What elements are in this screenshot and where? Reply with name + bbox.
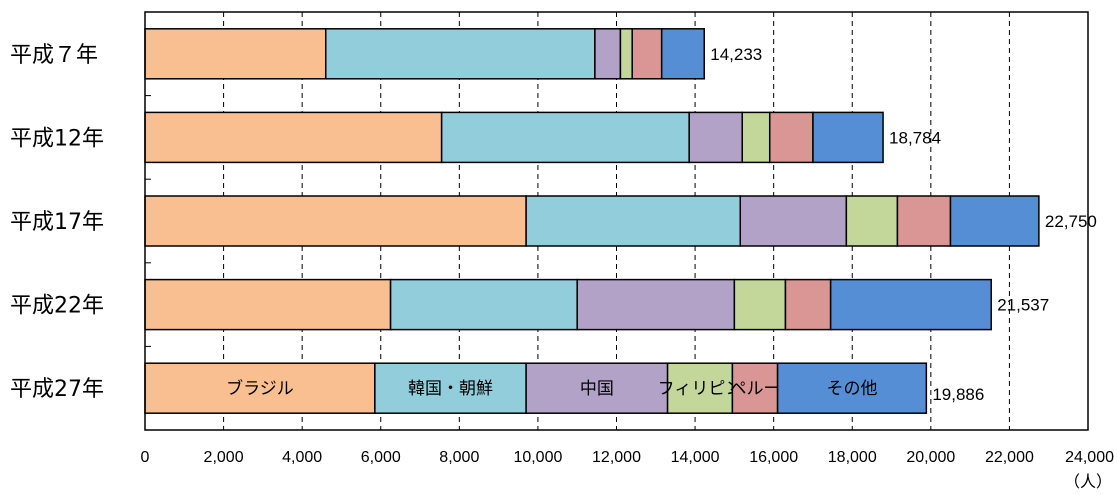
bar-segment — [374, 362, 527, 414]
x-tick-label: 2,000 — [204, 449, 244, 466]
x-axis-unit-label: （人） — [1064, 472, 1112, 491]
bar-segment — [144, 28, 327, 80]
category-label: 平成27年 — [10, 377, 104, 402]
x-tick-label: 24,000 — [1065, 449, 1114, 466]
category-label: 平成17年 — [10, 210, 104, 235]
bar-segment — [845, 195, 899, 247]
bar-segment — [741, 111, 771, 164]
x-tick-label: 8,000 — [439, 449, 479, 466]
x-tick-label: 22,000 — [985, 449, 1034, 466]
bar-segment — [776, 362, 928, 414]
segment-label: その他 — [826, 379, 877, 399]
x-tick-label: 16,000 — [749, 449, 798, 466]
x-tick-labels: 0 2,000 4,000 6,000 8,000 10,000 12,000 14,000 1… — [141, 449, 1115, 466]
segment-label: ブラジル — [226, 378, 294, 399]
bar-segment — [619, 28, 633, 80]
category-label: 平成12年 — [10, 126, 104, 151]
bar-segment — [829, 278, 992, 331]
bar-row — [144, 278, 992, 331]
category-label: 平成22年 — [10, 294, 104, 319]
bar-segment — [525, 362, 669, 414]
bar-segment — [631, 28, 663, 80]
bar-segment — [594, 28, 622, 80]
x-tick-label: 10,000 — [513, 449, 562, 466]
x-tick-label: 4,000 — [282, 449, 322, 466]
bar-segment — [324, 28, 596, 80]
bar-segment — [144, 111, 443, 164]
x-tick-label: 20,000 — [906, 449, 955, 466]
bar-segment — [812, 111, 884, 164]
bar-segment — [733, 278, 787, 331]
segment-label: ペルー — [730, 379, 781, 399]
x-tick-label: 6,000 — [361, 449, 401, 466]
bar-segment — [688, 111, 743, 164]
bar-segment — [660, 28, 705, 80]
bar-segment — [144, 195, 527, 247]
segment-label: 中国 — [580, 379, 614, 399]
bar-segment — [768, 111, 814, 164]
bar-segment — [525, 195, 742, 247]
bar-segment — [784, 278, 832, 331]
bar-row — [144, 28, 705, 80]
segment-label: フィリピン — [658, 379, 743, 399]
total-label: 21,537 — [997, 296, 1049, 315]
bar-segment — [389, 278, 578, 331]
bar-segment — [739, 195, 848, 247]
x-tick-label: 0 — [141, 449, 150, 466]
segment-label: 韓国・朝鮮 — [408, 379, 493, 399]
bar-segment — [949, 195, 1040, 247]
total-label: 22,750 — [1045, 212, 1097, 231]
x-tick-label: 14,000 — [671, 449, 720, 466]
bar-row — [144, 111, 884, 164]
total-labels: 14,233 18,784 22,750 21,537 19,886 — [710, 45, 1097, 404]
x-tick-label: 18,000 — [828, 449, 877, 466]
bar-segment — [576, 278, 736, 331]
bar-segment — [896, 195, 952, 247]
total-label: 14,233 — [710, 45, 762, 64]
bar-row — [144, 195, 1040, 247]
bar-segment — [666, 362, 734, 414]
total-label: 19,886 — [932, 385, 984, 404]
plot-area-frame — [144, 11, 1089, 431]
total-label: 18,784 — [889, 128, 941, 147]
bar-segment — [144, 278, 392, 331]
x-tick-label: 12,000 — [592, 449, 641, 466]
category-label: 平成７年 — [10, 43, 98, 68]
bar-segment — [440, 111, 690, 164]
